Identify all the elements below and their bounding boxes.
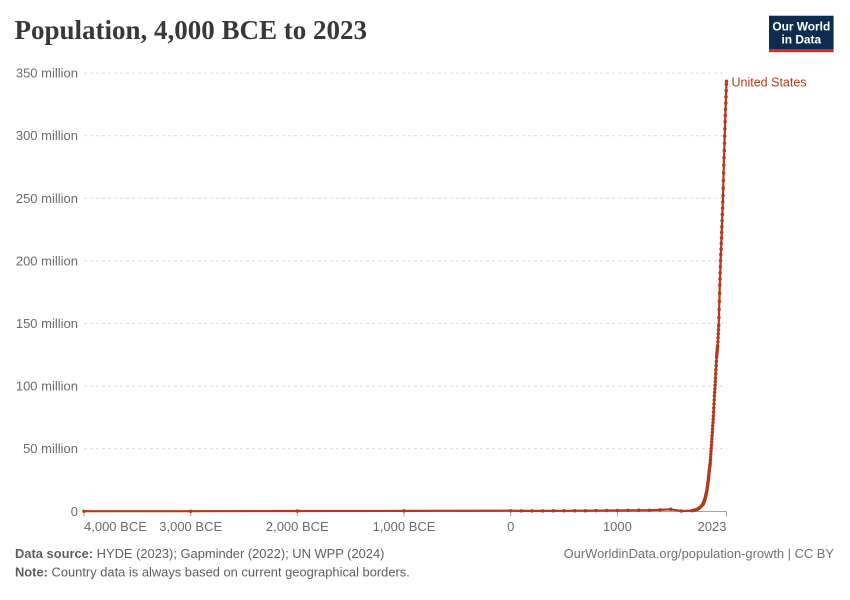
svg-text:Note: Country data is always b: Note: Country data is always based on cu… [15, 565, 410, 580]
svg-text:200 million: 200 million [16, 253, 78, 268]
svg-text:0: 0 [71, 504, 78, 519]
svg-text:50 million: 50 million [23, 441, 78, 456]
svg-text:350 million: 350 million [16, 66, 78, 81]
svg-text:Data source: HYDE (2023); Gapm: Data source: HYDE (2023); Gapminder (202… [15, 546, 384, 561]
svg-text:United States: United States [732, 76, 807, 90]
svg-text:0: 0 [507, 519, 514, 534]
svg-text:1000: 1000 [603, 519, 632, 534]
svg-text:3,000 BCE: 3,000 BCE [159, 519, 222, 534]
svg-text:2,000 BCE: 2,000 BCE [266, 519, 329, 534]
svg-text:4,000 BCE: 4,000 BCE [84, 519, 147, 534]
svg-text:100 million: 100 million [16, 379, 78, 394]
svg-text:1,000 BCE: 1,000 BCE [373, 519, 436, 534]
svg-text:OurWorldinData.org/population-: OurWorldinData.org/population-growth | C… [564, 546, 835, 561]
svg-text:Population, 4,000 BCE to 2023: Population, 4,000 BCE to 2023 [15, 15, 368, 45]
svg-text:2023: 2023 [698, 519, 727, 534]
svg-text:150 million: 150 million [16, 316, 78, 331]
svg-text:250 million: 250 million [16, 191, 78, 206]
svg-text:in Data: in Data [781, 33, 821, 47]
svg-text:Our World: Our World [772, 20, 830, 34]
svg-text:300 million: 300 million [16, 128, 78, 143]
